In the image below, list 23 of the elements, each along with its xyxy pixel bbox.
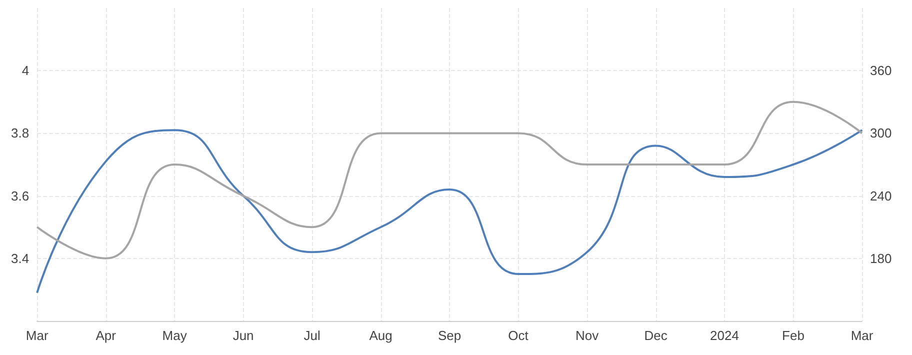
x-tick-label: Sep: [438, 328, 462, 343]
x-tick-label: 2024: [710, 328, 739, 343]
y-tick-label: 3.4: [10, 250, 30, 266]
x-tick-label: Mar: [850, 328, 874, 343]
y2-tick-label: 240: [870, 188, 892, 204]
x-tick-label: Feb: [782, 328, 804, 343]
y2-tick-label: 300: [870, 126, 892, 141]
x-tick-label: Nov: [575, 328, 600, 343]
x-tick-label: Mar: [26, 328, 49, 343]
x-tick-label: Apr: [96, 328, 117, 343]
x-tick-label: Jul: [304, 328, 320, 343]
x-tick-label: May: [162, 328, 188, 343]
line-series: [36, 100, 863, 260]
y-tick-label: 4: [22, 63, 30, 78]
x-tick-label: Dec: [644, 328, 668, 343]
y-tick-label: 3.6: [10, 188, 30, 204]
line-series: [36, 129, 863, 294]
x-tick-label: Aug: [369, 328, 392, 343]
y2-tick-label: 360: [870, 63, 892, 78]
x-tick-label: Oct: [508, 328, 529, 343]
y2-tick-label: 180: [870, 250, 892, 266]
y-tick-label: 3.8: [10, 126, 30, 141]
x-tick-label: Jun: [232, 328, 254, 343]
